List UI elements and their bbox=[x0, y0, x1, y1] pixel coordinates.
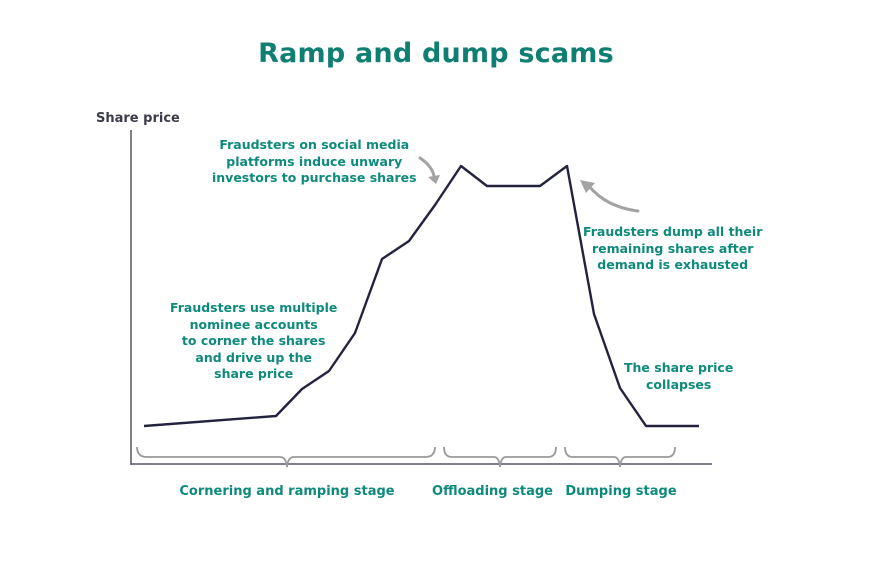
annotation-dump: Fraudsters dump all their remaining shar… bbox=[583, 224, 763, 272]
stage-label-cornering: Cornering and ramping stage bbox=[179, 484, 395, 499]
annotation-social-media: Fraudsters on social media platforms ind… bbox=[212, 137, 417, 185]
annotation-nominee: Fraudsters use multiple nominee accounts… bbox=[170, 300, 338, 381]
bracket-cornering bbox=[136, 446, 436, 468]
share-price-line bbox=[143, 164, 699, 428]
bracket-offloading bbox=[443, 446, 557, 468]
stage-label-dumping: Dumping stage bbox=[565, 484, 677, 499]
arrow-to-peak-2 bbox=[580, 180, 640, 213]
bracket-dumping bbox=[564, 446, 676, 468]
annotation-collapse: The share price collapses bbox=[624, 360, 734, 392]
arrow-to-peak-1 bbox=[418, 156, 440, 184]
diagram-title: Ramp and dump scams bbox=[258, 38, 614, 69]
y-axis-label: Share price bbox=[96, 111, 180, 126]
stage-label-offloading: Offloading stage bbox=[432, 484, 553, 499]
